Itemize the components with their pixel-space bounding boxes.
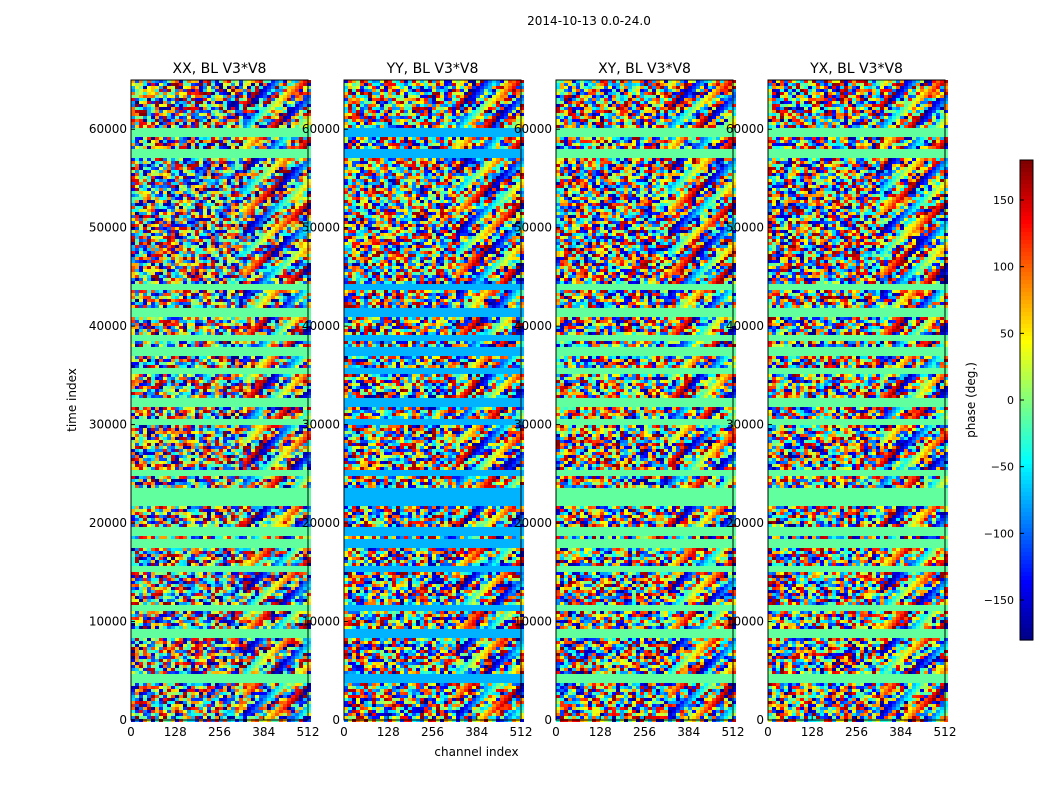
y-tick-label: 50000 (302, 221, 340, 235)
y-tick-label: 40000 (302, 319, 340, 333)
x-tick-label: 0 (552, 725, 560, 739)
x-tick-label: 128 (801, 725, 824, 739)
y-tick-label: 50000 (726, 221, 764, 235)
x-tick-label: 512 (722, 725, 745, 739)
x-tick-label: 384 (252, 725, 275, 739)
y-tick-label: 10000 (514, 615, 552, 629)
x-tick-label: 256 (845, 725, 868, 739)
colorbar-tick-label: 0 (1007, 394, 1014, 407)
y-tick-label: 60000 (89, 122, 127, 136)
colorbar-tick-label: −150 (984, 594, 1014, 607)
x-tick-label: 0 (764, 725, 772, 739)
x-tick-label: 512 (934, 725, 957, 739)
heatmap-raster-4 (768, 80, 948, 722)
panel-title: YY, BL V3*V8 (386, 61, 479, 77)
y-tick-label: 0 (544, 713, 552, 727)
x-tick-label: 256 (421, 725, 444, 739)
heatmap-panel-1: XX, BL V3*V8 0 128 256 384 512 0 10000 20000 3000… (65, 61, 319, 739)
y-tick-label: 20000 (302, 516, 340, 530)
y-tick-label: 20000 (726, 516, 764, 530)
colorbar: 150 100 50 0 −50 −100 −150 phase (deg.) (964, 160, 1033, 641)
y-tick-label: 20000 (514, 516, 552, 530)
x-tick-label: 128 (377, 725, 400, 739)
colorbar-tick-label: 50 (1000, 327, 1014, 340)
heatmap-panel-3: XY, BL V3*V8 0 128 256 384 512 0 10000 20000 3000… (514, 61, 745, 739)
y-tick-label: 20000 (89, 516, 127, 530)
panel-title: YX, BL V3*V8 (809, 61, 903, 77)
colorbar-tick-label: 150 (993, 194, 1014, 207)
x-tick-label: 384 (465, 725, 488, 739)
y-tick-label: 30000 (726, 418, 764, 432)
x-tick-label: 128 (589, 725, 612, 739)
panel-title: XY, BL V3*V8 (598, 61, 691, 77)
y-tick-label: 40000 (726, 319, 764, 333)
y-tick-label: 10000 (302, 615, 340, 629)
y-tick-label: 30000 (514, 418, 552, 432)
y-tick-label: 40000 (514, 319, 552, 333)
y-tick-label: 0 (756, 713, 764, 727)
x-tick-label: 256 (208, 725, 231, 739)
y-tick-label: 30000 (89, 418, 127, 432)
y-tick-label: 10000 (89, 615, 127, 629)
y-tick-label: 40000 (89, 319, 127, 333)
y-tick-label: 60000 (302, 122, 340, 136)
y-tick-label: 60000 (726, 122, 764, 136)
heatmap-panel-4: YX, BL V3*V8 0 128 256 384 512 0 10000 20000 3000… (726, 61, 957, 739)
x-tick-label: 128 (164, 725, 187, 739)
y-tick-label: 0 (332, 713, 340, 727)
colorbar-tick-label: −100 (984, 527, 1014, 540)
y-tick-label: 50000 (89, 221, 127, 235)
heatmap-panel-2: YY, BL V3*V8 0 128 256 384 512 0 10000 20000 3000… (302, 61, 533, 759)
panel-title: XX, BL V3*V8 (173, 61, 267, 77)
colorbar-label: phase (deg.) (964, 362, 978, 438)
x-tick-label: 512 (510, 725, 533, 739)
x-tick-label: 384 (677, 725, 700, 739)
colorbar-tick-label: −50 (991, 461, 1014, 474)
x-axis-label: channel index (434, 745, 518, 759)
heatmap-raster-3 (556, 80, 736, 722)
x-tick-label: 384 (889, 725, 912, 739)
y-tick-label: 50000 (514, 221, 552, 235)
x-tick-label: 0 (340, 725, 348, 739)
y-tick-label: 10000 (726, 615, 764, 629)
colorbar-tick-label: 100 (993, 261, 1014, 274)
x-tick-label: 512 (297, 725, 320, 739)
y-tick-label: 30000 (302, 418, 340, 432)
heatmap-raster-1 (131, 80, 311, 722)
y-tick-label: 0 (119, 713, 127, 727)
heatmap-raster-2 (344, 80, 524, 722)
y-tick-label: 60000 (514, 122, 552, 136)
y-axis-label: time index (65, 368, 79, 432)
x-tick-label: 256 (633, 725, 656, 739)
x-tick-label: 0 (127, 725, 135, 739)
